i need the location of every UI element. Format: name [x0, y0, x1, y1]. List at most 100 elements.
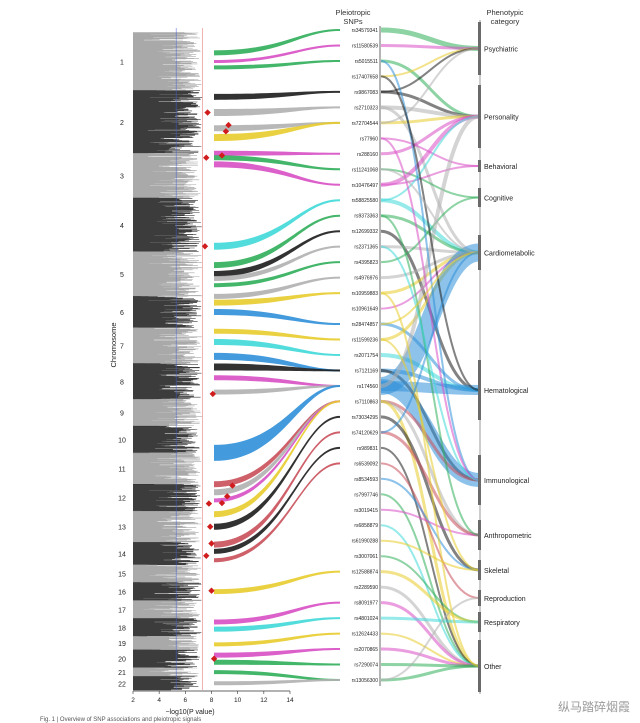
snp-label: rs77960 [360, 136, 378, 142]
chromosome-label: 20 [118, 657, 126, 664]
snp-ribbon [214, 384, 340, 395]
category-link [380, 251, 480, 326]
category-link [380, 338, 480, 571]
snp-label: rs2710323 [354, 105, 378, 111]
chromosome-label: 21 [118, 670, 126, 677]
lead-snp-marker [201, 243, 209, 250]
snp-ribbon [214, 106, 340, 117]
chromosome-4-points [133, 197, 202, 252]
snp-ribbon [214, 375, 340, 387]
snp-label: rs7110863 [355, 399, 378, 405]
snp-label: rs11580539 [352, 43, 378, 49]
category-header-line2: category [490, 17, 520, 26]
lead-snp-marker [206, 523, 214, 530]
alluvial-link-layer [379, 27, 481, 682]
snp-ribbon-layer [201, 29, 340, 686]
category-link [380, 616, 480, 624]
snp-ribbon [214, 150, 340, 156]
category-link [380, 137, 480, 481]
category-link [380, 446, 480, 667]
category-link [380, 508, 480, 536]
category-bar [478, 560, 481, 580]
chromosome-label: 17 [118, 608, 126, 615]
snp-ribbon [214, 363, 340, 372]
category-label: Anthropometric [484, 533, 532, 540]
snp-ribbon [214, 155, 340, 171]
lead-snp-marker [205, 500, 213, 507]
category-link [380, 75, 480, 391]
snp-label-column: rs34579341 rs11580539 rs5015511 rs17407658 r… [352, 26, 381, 686]
snp-label: rs28474857 [352, 322, 379, 328]
chromosome-label: 16 [118, 590, 126, 597]
category-bar [478, 85, 481, 148]
snp-label: rs5015511 [355, 59, 378, 65]
chromosome-17-points [133, 600, 200, 619]
snp-label: rs72704544 [352, 121, 379, 127]
lead-snp-marker [218, 499, 226, 507]
snp-ribbon [214, 90, 340, 100]
snp-label: rs4801024 [354, 616, 378, 622]
category-label: Cognitive [484, 196, 513, 203]
category-link [380, 59, 480, 481]
category-link [380, 47, 480, 124]
category-link [380, 664, 480, 682]
snp-ribbon [214, 230, 340, 278]
category-label: Behavioral [484, 164, 518, 171]
snp-label: rs11241068 [352, 167, 378, 173]
lead-snp-marker [204, 109, 211, 116]
category-link [380, 539, 480, 571]
category-link [380, 399, 480, 668]
category-label: Other [484, 664, 502, 671]
chromosome-label: 3 [120, 174, 124, 181]
chromosome-15-points [133, 564, 201, 583]
snp-ribbon [214, 617, 340, 632]
snp-ribbon [214, 59, 340, 70]
category-label: Reproduction [484, 596, 526, 603]
snp-ribbon [214, 29, 340, 56]
snp-label: rs13056300 [352, 678, 379, 684]
chromosome-label: 6 [120, 310, 124, 317]
category-link [379, 243, 481, 395]
lead-snp-marker [209, 390, 217, 398]
snp-label: rs58825580 [352, 198, 379, 204]
lead-snp-marker [225, 121, 232, 129]
snp-label: rs989831 [357, 446, 378, 452]
x-tick-label: 12 [260, 697, 268, 704]
category-link [380, 214, 480, 536]
snp-label: rs8091977 [354, 601, 378, 607]
snps-header-line2: SNPs [343, 17, 363, 26]
chromosome-11-points [133, 452, 202, 485]
chromosome-label: 9 [120, 411, 124, 418]
category-link [380, 105, 480, 254]
x-tick-label: 2 [131, 697, 135, 704]
snp-ribbon [214, 245, 340, 281]
chromosome-14-points [133, 542, 201, 565]
watermark: 纵马踏碎烟霞 [557, 700, 630, 714]
snp-label: rs12588874 [352, 570, 379, 576]
snp-ribbon [214, 44, 340, 64]
chromosome-10-points [133, 425, 200, 454]
lead-snp-marker [222, 128, 230, 135]
snp-label: rs2289590 [354, 585, 378, 591]
snp-ribbon [214, 214, 340, 269]
category-header-line1: Phenotypic [486, 8, 524, 17]
chromosome-label: 2 [120, 120, 124, 127]
category-link [380, 570, 480, 624]
chromosome-22-points [133, 676, 199, 691]
snp-label: rs4395823 [354, 260, 378, 266]
snp-label: rs11599236 [352, 338, 378, 344]
category-link [380, 245, 480, 481]
chromosome-label: 19 [118, 641, 126, 648]
category-link [380, 165, 480, 186]
snps-column-header: Pleiotropic SNPs [330, 8, 376, 26]
chromosome-16-points [133, 582, 202, 601]
snp-label: rs288160 [357, 152, 378, 158]
category-label: Personality [484, 115, 519, 122]
category-bar [478, 360, 481, 420]
x-tick-label: 6 [184, 697, 188, 704]
snp-ribbon [214, 161, 340, 186]
snp-label: rs2071754 [354, 353, 378, 359]
manhattan-plot [133, 32, 203, 691]
category-link [380, 251, 480, 434]
